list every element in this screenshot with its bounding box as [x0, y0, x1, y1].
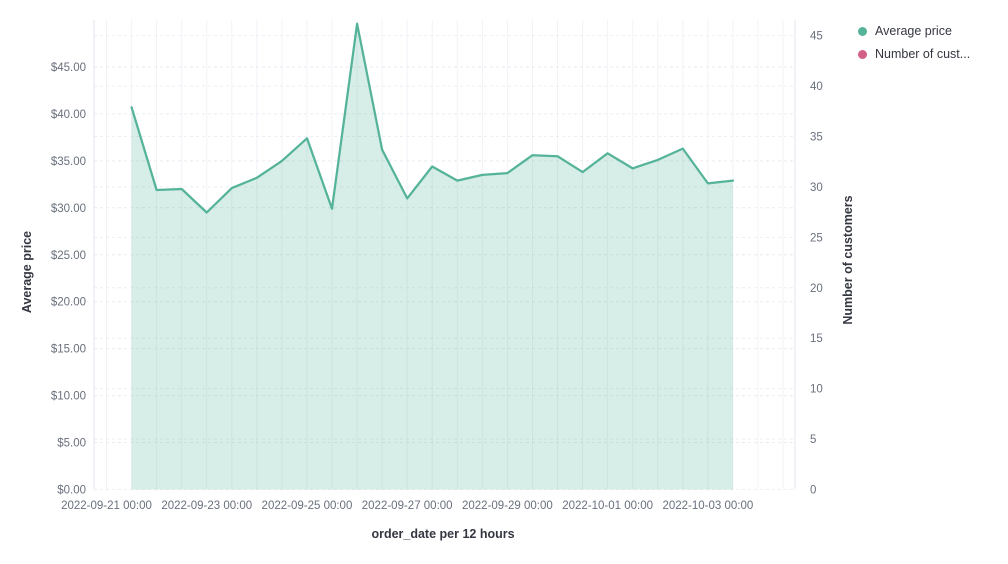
- left-axis-tick-label: $15.00: [51, 344, 86, 356]
- left-axis-tick-label: $0.00: [57, 485, 86, 497]
- right-axis-tick-label: 40: [810, 81, 823, 93]
- average-price-line: [130, 22, 735, 214]
- right-axis-tick-label: 45: [810, 31, 823, 43]
- x-axis-title: order_date per 12 hours: [371, 527, 515, 541]
- legend-item-number-of-customers[interactable]: Number of cust...: [858, 47, 970, 61]
- legend-label: Average price: [875, 24, 952, 38]
- average-price-area: [131, 23, 733, 490]
- left-axis-tick-label: $25.00: [51, 250, 86, 262]
- x-axis-tick-label: 2022-09-23 00:00: [161, 500, 252, 512]
- right-axis-tick-label: 35: [810, 131, 823, 143]
- left-axis-tick-label: $35.00: [51, 156, 86, 168]
- right-axis-tick-label: 30: [810, 182, 823, 194]
- legend-label: Number of cust...: [875, 47, 971, 61]
- right-axis-tick-label: 15: [810, 333, 823, 345]
- right-axis-tick-label: 10: [810, 384, 823, 396]
- x-axis-tick-label: 2022-10-01 00:00: [562, 500, 653, 512]
- x-axis-tick-label: 2022-09-29 00:00: [462, 500, 553, 512]
- series-color-dot-icon: [858, 49, 867, 59]
- right-axis-title: Number of customers: [841, 195, 855, 325]
- right-axis-tick-label: 5: [810, 434, 816, 446]
- left-axis-tick-label: $10.00: [51, 391, 86, 403]
- legend-item-average-price[interactable]: Average price: [858, 24, 970, 38]
- left-axis-title: Average price: [20, 230, 34, 314]
- series-color-dot-icon: [858, 26, 867, 36]
- left-axis-tick-label: $40.00: [51, 109, 86, 121]
- right-axis-tick-label: 25: [810, 232, 823, 244]
- left-axis-tick-label: $20.00: [51, 297, 86, 309]
- x-axis-tick-label: 2022-09-27 00:00: [362, 500, 453, 512]
- right-axis-tick-label: 0: [810, 485, 816, 497]
- left-axis-tick-label: $45.00: [51, 62, 86, 74]
- x-axis-tick-label: 2022-09-21 00:00: [61, 500, 152, 512]
- x-axis-tick-label: 2022-09-25 00:00: [262, 500, 353, 512]
- legend: Average price Number of cust...: [858, 24, 970, 61]
- right-axis-tick-label: 20: [810, 283, 823, 295]
- left-axis-tick-label: $5.00: [57, 438, 86, 450]
- left-axis-tick-label: $30.00: [51, 203, 86, 215]
- x-axis-tick-label: 2022-10-03 00:00: [662, 500, 753, 512]
